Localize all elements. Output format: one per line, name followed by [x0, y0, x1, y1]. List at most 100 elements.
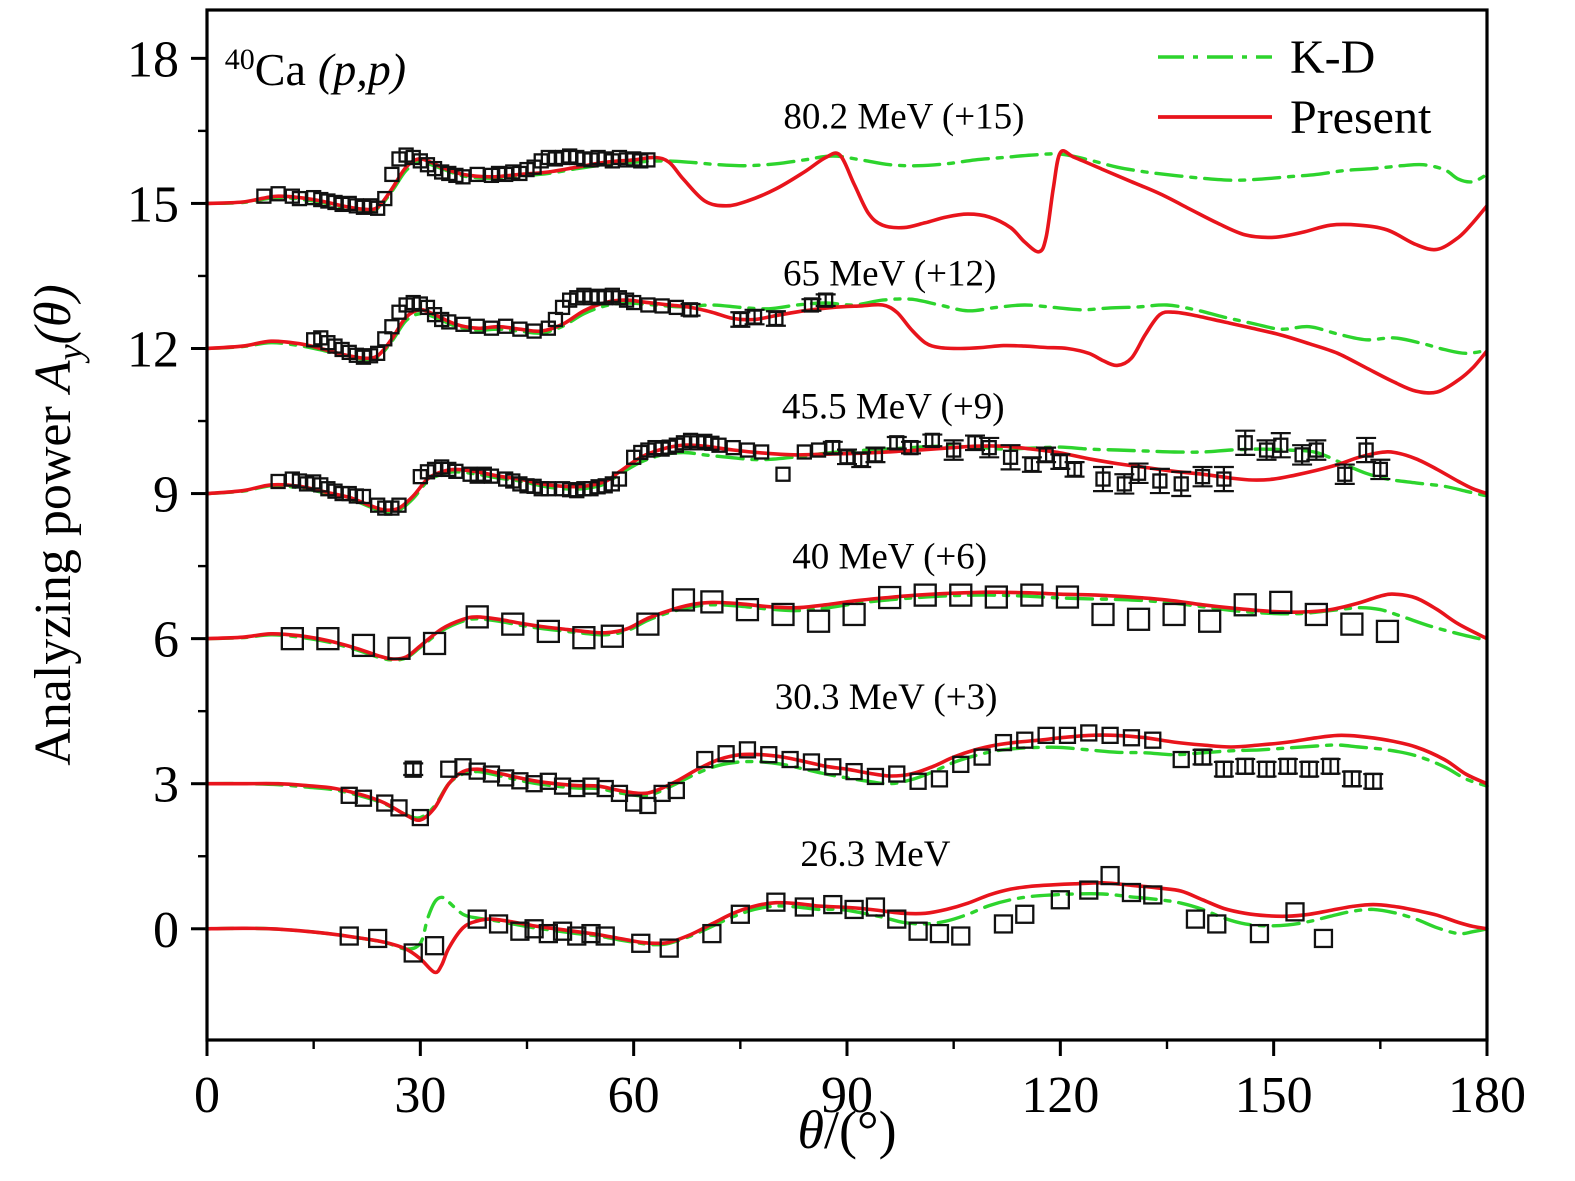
data-marker: [391, 497, 407, 513]
data-marker: [411, 808, 429, 827]
data-marker: [595, 926, 615, 946]
data-marker: [909, 772, 927, 790]
series-30-3: 30.3 MeV (+3): [205, 677, 1489, 827]
data-marker: [270, 186, 286, 202]
present-curve-26-3: [206, 880, 1488, 975]
x-tick-label: 120: [1021, 1067, 1099, 1124]
data-marker: [806, 609, 831, 633]
data-marker: [1002, 449, 1019, 465]
data-marker: [717, 745, 735, 763]
data-marker: [1257, 760, 1276, 778]
data-marker: [908, 921, 928, 941]
data-marker: [1037, 726, 1055, 745]
data-marker: [825, 439, 841, 456]
data-marker: [839, 449, 855, 465]
data-marker: [316, 626, 340, 651]
data-marker: [636, 612, 660, 636]
x-tick-label: 0: [194, 1067, 220, 1124]
data-marker: [696, 750, 714, 769]
present-curve-65: [206, 298, 1489, 395]
data-marker: [1337, 466, 1353, 482]
data-marker: [993, 914, 1014, 934]
data-marker: [1194, 468, 1211, 485]
data-marker: [1185, 909, 1206, 929]
data-marker: [794, 897, 814, 917]
data-marker: [387, 636, 411, 660]
data-marker: [1016, 731, 1034, 749]
data-marker: [671, 588, 696, 612]
data-marker: [711, 437, 727, 453]
series-65: 65 MeV (+12): [205, 254, 1489, 395]
data-points-45-5: [270, 429, 1391, 516]
data-marker: [725, 439, 741, 456]
data-marker: [355, 488, 372, 505]
energy-label-26-3: 26.3 MeV: [800, 834, 950, 875]
data-marker: [1300, 760, 1318, 778]
energy-label-80-2: 80.2 MeV (+15): [783, 96, 1024, 137]
data-marker: [994, 733, 1013, 752]
data-points-26-3: [339, 865, 1334, 963]
data-marker: [384, 319, 400, 335]
data-marker: [1313, 928, 1334, 949]
data-marker: [572, 626, 596, 650]
data-marker: [1015, 904, 1035, 924]
data-marker: [949, 583, 973, 607]
data-marker: [887, 909, 907, 929]
data-marker: [981, 439, 997, 456]
data-marker: [810, 442, 827, 458]
x-tick-label: 180: [1448, 1067, 1526, 1124]
data-marker: [626, 294, 642, 311]
data-marker: [903, 439, 919, 456]
data-marker: [368, 928, 388, 949]
data-marker: [512, 321, 528, 337]
data-marker: [824, 758, 842, 776]
data-marker: [1101, 726, 1119, 745]
data-marker: [640, 152, 656, 168]
data-marker: [510, 921, 530, 941]
data-marker: [536, 619, 560, 644]
x-axis-title: θ/(°): [797, 1100, 896, 1160]
data-marker: [354, 789, 373, 807]
data-marker: [682, 302, 699, 318]
data-marker: [867, 447, 884, 463]
data-marker: [1236, 757, 1254, 775]
data-marker: [498, 318, 514, 334]
data-marker: [1055, 585, 1080, 609]
data-marker: [639, 796, 657, 815]
data-marker: [256, 188, 272, 204]
data-marker: [967, 435, 983, 451]
data-points-30-3: [340, 724, 1384, 827]
data-points-80-2: [256, 147, 656, 216]
kd-curve-80-2: [205, 152, 1489, 212]
data-marker: [735, 597, 760, 622]
data-marker: [1321, 757, 1340, 775]
data-marker: [467, 909, 487, 929]
data-marker: [702, 923, 722, 944]
data-marker: [483, 468, 500, 484]
energy-label-45-5: 45.5 MeV (+9): [782, 387, 1005, 428]
data-marker: [351, 633, 376, 658]
data-marker: [270, 473, 286, 490]
data-marker: [766, 892, 786, 912]
data-marker: [640, 297, 656, 313]
data-marker: [844, 899, 864, 920]
data-marker: [738, 741, 757, 759]
data-marker: [1273, 437, 1289, 453]
data-marker: [552, 921, 573, 941]
data-points-40: [280, 583, 1400, 660]
data-marker: [625, 794, 643, 812]
data-marker: [866, 767, 885, 786]
plot-title: 40Ca (p,p): [225, 43, 406, 95]
data-marker: [946, 442, 962, 458]
data-marker: [1193, 748, 1212, 766]
data-marker: [659, 938, 679, 958]
data-marker: [631, 933, 651, 953]
data-marker: [1216, 471, 1232, 487]
data-marker: [1237, 435, 1253, 451]
data-marker: [842, 602, 866, 627]
data-marker: [469, 166, 485, 183]
data-marker: [377, 190, 393, 207]
data-marker: [384, 166, 400, 183]
data-marker: [483, 320, 500, 336]
y-tick-label: 12: [127, 321, 179, 378]
